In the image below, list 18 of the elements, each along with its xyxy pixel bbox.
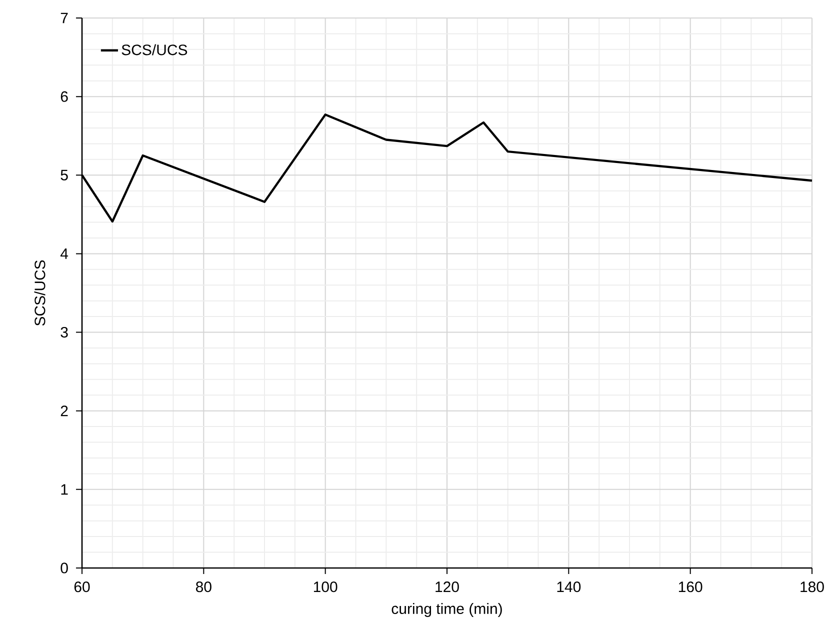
y-tick-label: 0 bbox=[60, 562, 68, 574]
x-tick-label: 140 bbox=[557, 582, 581, 592]
x-tick-label: 120 bbox=[436, 582, 459, 592]
y-tick-label: 6 bbox=[60, 91, 68, 102]
y-tick-label: 3 bbox=[60, 326, 68, 338]
x-tick-label: 160 bbox=[678, 582, 702, 592]
x-axis-title: curing time (min) bbox=[392, 603, 502, 617]
x-tick-label: 180 bbox=[800, 582, 824, 592]
y-tick-label: 5 bbox=[60, 170, 68, 180]
x-tick-label: 100 bbox=[314, 582, 338, 592]
y-tick-label: 7 bbox=[60, 12, 68, 24]
y-tick-label: 4 bbox=[60, 248, 68, 259]
x-tick-label: 80 bbox=[196, 582, 212, 592]
x-tick-label: 60 bbox=[74, 582, 90, 592]
y-tick-label: 1 bbox=[61, 484, 68, 495]
y-axis-title: SCS/UCS bbox=[34, 260, 46, 326]
y-tick-label: 2 bbox=[60, 406, 68, 416]
legend-label: SCS/UCS bbox=[122, 44, 188, 56]
